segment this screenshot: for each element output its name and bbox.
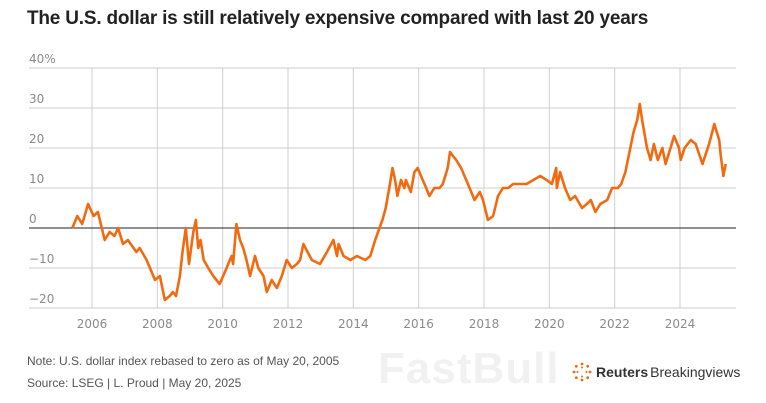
x-tick-label: 2014 <box>338 317 369 331</box>
x-tick-label: 2022 <box>599 317 630 331</box>
chart-title: The U.S. dollar is still relatively expe… <box>27 8 649 29</box>
y-tick-label: 30 <box>29 92 44 106</box>
logo-reuters: Reuters <box>596 364 649 380</box>
line-chart: 2006 2008 2010 2012 2014 2016 2018 2020 2022 2024… <box>29 52 736 331</box>
x-tick-label: 2010 <box>207 317 238 331</box>
x-tick-label: 2016 <box>403 317 434 331</box>
x-tick-label: 2020 <box>534 317 565 331</box>
logo-breakingviews: Breakingviews <box>650 364 741 380</box>
watermark: FastBull <box>378 344 560 393</box>
y-tick-label: −20 <box>29 292 54 306</box>
dollar-index-line <box>71 102 727 302</box>
y-tick-label: 0 <box>29 212 37 226</box>
chart-source: Source: LSEG | L. Proud | May 20, 2025 <box>27 376 242 390</box>
x-tick-label: 2018 <box>469 317 500 331</box>
y-tick-label: 20 <box>29 132 44 146</box>
reuters-dot-circle-icon <box>572 362 592 382</box>
y-tick-label: 10 <box>29 172 44 186</box>
reuters-breakingviews-logo: Reuters Breakingviews <box>572 362 740 382</box>
x-tick-label: 2012 <box>273 317 304 331</box>
y-tick-label: −10 <box>29 252 54 266</box>
x-tick-label: 2006 <box>77 317 108 331</box>
y-tick-label: 40% <box>29 52 56 66</box>
x-tick-label: 2008 <box>142 317 173 331</box>
chart-note: Note: U.S. dollar index rebased to zero … <box>27 354 340 368</box>
x-tick-label: 2024 <box>665 317 696 331</box>
